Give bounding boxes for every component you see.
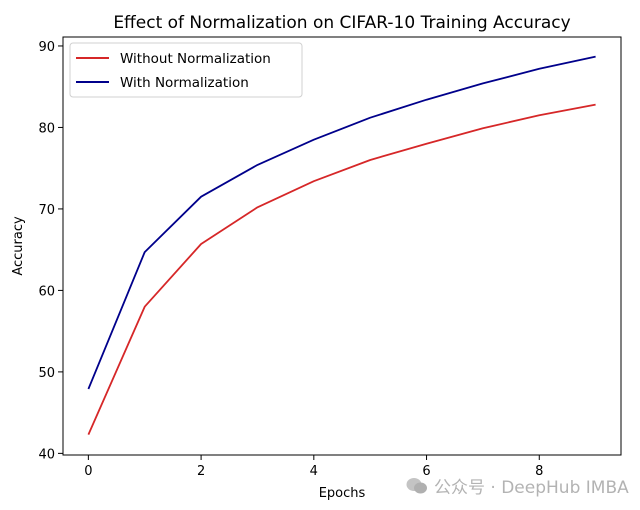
x-axis-label: Epochs [319,486,366,501]
legend-label-without-normalization: Without Normalization [120,51,271,67]
x-tick-label: 0 [84,464,92,479]
y-tick-label: 50 [38,366,55,381]
y-tick-label: 70 [38,203,55,218]
watermark: 公众号 · DeepHub IMBA [406,473,629,498]
x-tick-label: 4 [310,464,318,479]
watermark-text: 公众号 · DeepHub IMBA [434,478,629,498]
plot-area [62,36,622,456]
y-axis-label: Accuracy [11,216,26,276]
series-group [87,55,596,435]
y-tick-label: 90 [38,40,55,55]
x-tick-label: 6 [422,464,430,479]
series-line-with-normalization [87,55,596,390]
chart-title: Effect of Normalization on CIFAR-10 Trai… [113,13,570,33]
series-line-without-normalization [87,103,596,435]
legend-box [69,42,303,98]
legend-label-with-normalization: With Normalization [120,75,249,91]
wechat-icon [406,477,427,493]
legend: Without Normalization With Normalization [69,42,303,98]
x-axis: 0 2 4 6 8 [84,455,543,479]
x-tick-label: 8 [535,464,543,479]
y-tick-label: 40 [38,447,55,462]
y-tick-label: 80 [38,121,55,136]
x-tick-label: 2 [197,464,205,479]
y-tick-label: 60 [38,284,55,299]
y-axis: 40 50 60 70 80 90 [38,40,63,462]
